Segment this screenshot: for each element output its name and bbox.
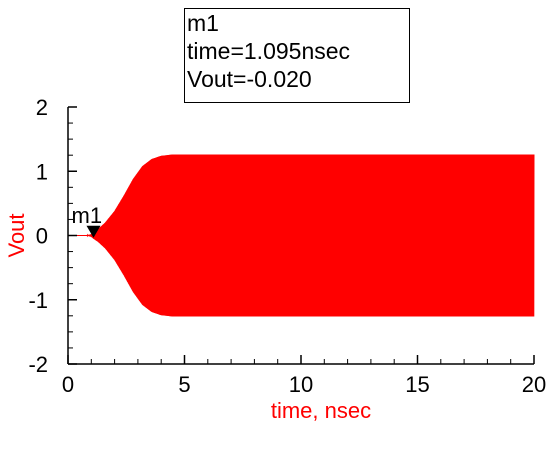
- plot-area: [68, 154, 535, 317]
- y-tick-label: 2: [36, 95, 48, 120]
- y-axis-label: Vout: [4, 213, 29, 257]
- y-tick-label: 1: [36, 159, 48, 184]
- marker-readout-time: time=1.095nsec: [187, 38, 351, 64]
- vout-trace-envelope: [68, 154, 534, 317]
- y-tick-label: -2: [28, 352, 48, 377]
- x-tick-label: 15: [405, 372, 429, 397]
- marker-readout-value: Vout=-0.020: [187, 66, 312, 92]
- x-tick-label: 20: [522, 372, 546, 397]
- x-axis-label: time, nsec: [271, 398, 371, 423]
- marker-m1-label: m1: [72, 203, 103, 228]
- marker-m1-triangle: [86, 225, 101, 238]
- x-tick-label: 0: [62, 372, 74, 397]
- y-tick-label: -1: [28, 288, 48, 313]
- x-tick-label: 10: [289, 372, 313, 397]
- marker-readout-box: m1 time=1.095nsec Vout=-0.020: [184, 8, 410, 103]
- x-tick-label: 5: [178, 372, 190, 397]
- y-tick-label: 0: [36, 224, 48, 249]
- marker-readout-name: m1: [187, 10, 219, 36]
